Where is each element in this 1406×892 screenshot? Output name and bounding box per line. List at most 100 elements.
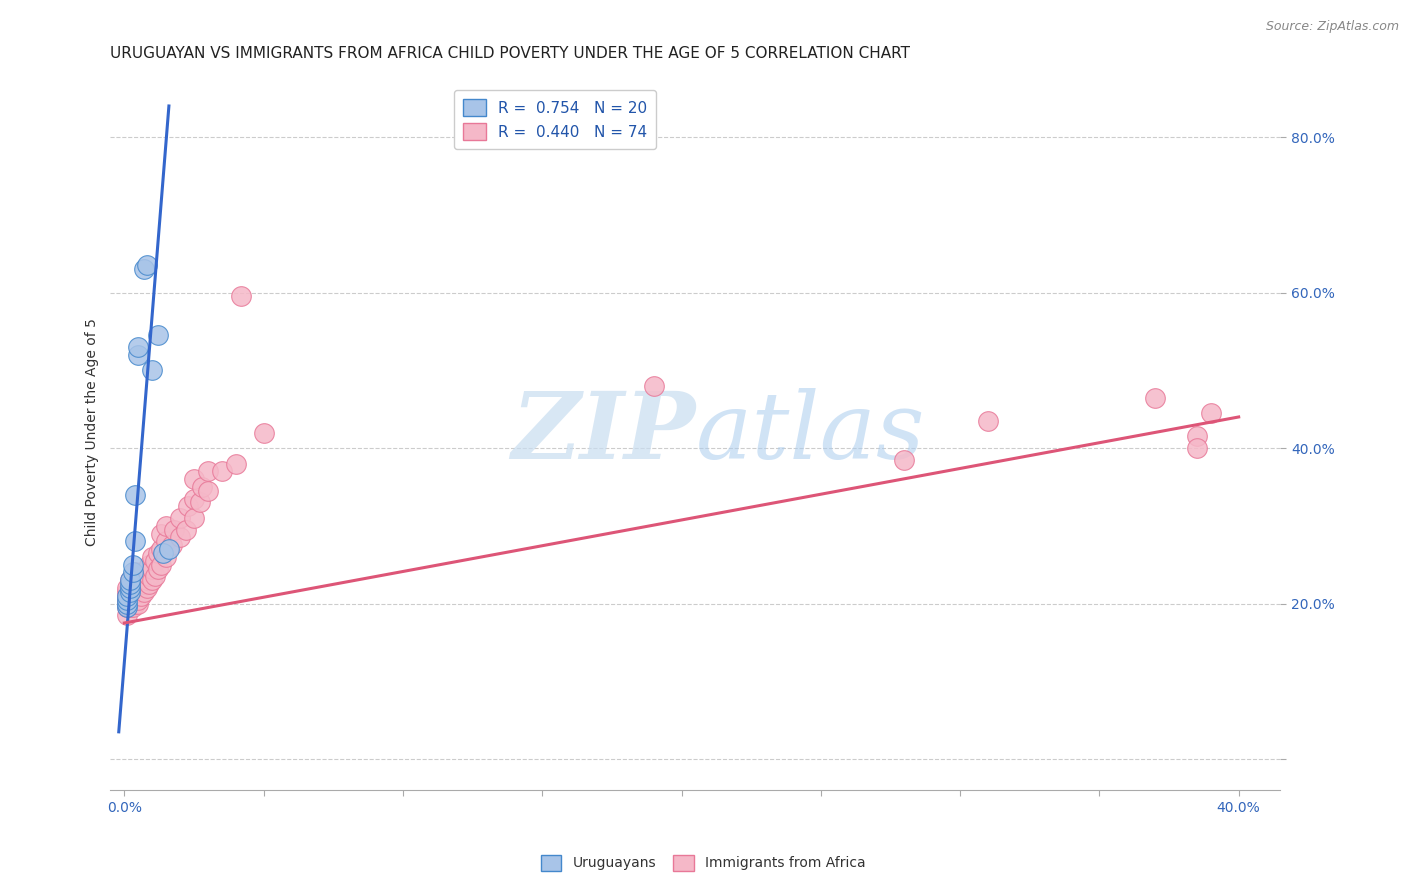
Point bbox=[127, 585, 149, 599]
Point bbox=[121, 600, 143, 615]
Point bbox=[163, 523, 186, 537]
Point bbox=[115, 592, 138, 607]
Point bbox=[124, 581, 146, 595]
Point bbox=[149, 542, 172, 557]
Point bbox=[138, 558, 160, 572]
Point bbox=[115, 597, 138, 611]
Point bbox=[124, 488, 146, 502]
Point bbox=[135, 573, 157, 587]
Point bbox=[143, 569, 166, 583]
Point bbox=[146, 546, 169, 560]
Point bbox=[115, 581, 138, 595]
Point bbox=[132, 262, 155, 277]
Point bbox=[643, 379, 665, 393]
Point bbox=[1199, 406, 1222, 420]
Point bbox=[138, 577, 160, 591]
Point bbox=[143, 554, 166, 568]
Point bbox=[118, 585, 141, 599]
Point bbox=[169, 511, 191, 525]
Point bbox=[893, 452, 915, 467]
Point bbox=[121, 585, 143, 599]
Point bbox=[127, 581, 149, 595]
Point bbox=[129, 589, 152, 603]
Point bbox=[124, 566, 146, 580]
Point bbox=[124, 534, 146, 549]
Point bbox=[118, 600, 141, 615]
Point bbox=[121, 592, 143, 607]
Point bbox=[135, 561, 157, 575]
Point bbox=[115, 589, 138, 603]
Point bbox=[118, 589, 141, 603]
Point bbox=[118, 597, 141, 611]
Point bbox=[141, 561, 163, 575]
Point bbox=[160, 538, 183, 552]
Point bbox=[191, 480, 214, 494]
Point bbox=[129, 577, 152, 591]
Point bbox=[132, 577, 155, 591]
Point bbox=[115, 600, 138, 615]
Point bbox=[121, 577, 143, 591]
Point bbox=[138, 569, 160, 583]
Point bbox=[127, 573, 149, 587]
Point bbox=[141, 549, 163, 564]
Point bbox=[188, 495, 211, 509]
Point bbox=[146, 328, 169, 343]
Point bbox=[1144, 391, 1167, 405]
Point bbox=[155, 518, 177, 533]
Point bbox=[132, 585, 155, 599]
Point bbox=[118, 573, 141, 587]
Point bbox=[129, 569, 152, 583]
Point bbox=[127, 592, 149, 607]
Legend: R =  0.754   N = 20, R =  0.440   N = 74: R = 0.754 N = 20, R = 0.440 N = 74 bbox=[454, 90, 657, 150]
Point bbox=[977, 414, 1000, 428]
Point bbox=[118, 577, 141, 591]
Point bbox=[225, 457, 247, 471]
Point bbox=[155, 549, 177, 564]
Point bbox=[177, 500, 200, 514]
Text: ZIP: ZIP bbox=[512, 387, 696, 477]
Point bbox=[124, 589, 146, 603]
Point bbox=[157, 542, 180, 557]
Point bbox=[127, 348, 149, 362]
Point bbox=[115, 597, 138, 611]
Point bbox=[211, 464, 233, 478]
Point bbox=[197, 464, 219, 478]
Point bbox=[124, 597, 146, 611]
Point bbox=[253, 425, 276, 440]
Text: URUGUAYAN VS IMMIGRANTS FROM AFRICA CHILD POVERTY UNDER THE AGE OF 5 CORRELATION: URUGUAYAN VS IMMIGRANTS FROM AFRICA CHIL… bbox=[111, 46, 911, 62]
Point bbox=[169, 531, 191, 545]
Point bbox=[115, 585, 138, 599]
Point bbox=[135, 581, 157, 595]
Point bbox=[183, 511, 205, 525]
Point bbox=[149, 526, 172, 541]
Point bbox=[115, 600, 138, 615]
Point bbox=[149, 558, 172, 572]
Point bbox=[118, 581, 141, 595]
Point bbox=[118, 573, 141, 587]
Point bbox=[174, 523, 197, 537]
Point bbox=[1185, 441, 1208, 455]
Point bbox=[152, 546, 174, 560]
Point bbox=[183, 491, 205, 506]
Point bbox=[115, 589, 138, 603]
Point bbox=[141, 363, 163, 377]
Point bbox=[1185, 429, 1208, 443]
Point bbox=[127, 597, 149, 611]
Point bbox=[121, 558, 143, 572]
Point bbox=[127, 340, 149, 354]
Y-axis label: Child Poverty Under the Age of 5: Child Poverty Under the Age of 5 bbox=[86, 318, 100, 547]
Point bbox=[197, 483, 219, 498]
Text: atlas: atlas bbox=[696, 387, 925, 477]
Point bbox=[141, 573, 163, 587]
Point bbox=[183, 472, 205, 486]
Point bbox=[118, 581, 141, 595]
Point bbox=[121, 566, 143, 580]
Point bbox=[155, 534, 177, 549]
Legend: Uruguayans, Immigrants from Africa: Uruguayans, Immigrants from Africa bbox=[536, 849, 870, 876]
Text: Source: ZipAtlas.com: Source: ZipAtlas.com bbox=[1265, 20, 1399, 33]
Point bbox=[115, 592, 138, 607]
Point bbox=[115, 608, 138, 623]
Point bbox=[146, 561, 169, 575]
Point bbox=[135, 258, 157, 272]
Point bbox=[231, 289, 253, 303]
